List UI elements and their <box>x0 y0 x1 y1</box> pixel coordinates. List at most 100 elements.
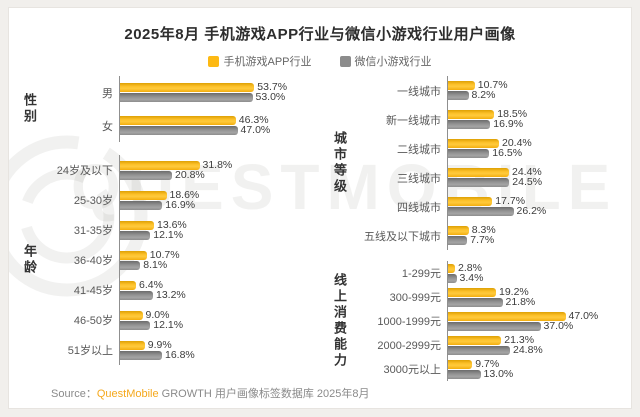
bar-app-industry <box>120 250 147 260</box>
chart-row: 男 53.7% 53.0% <box>39 76 297 109</box>
bar-line: 16.9% <box>448 118 621 131</box>
bar-minigame-industry <box>448 321 541 331</box>
value-label: 9.0% <box>145 308 170 321</box>
bar-pair: 20.4% 16.5% <box>447 134 621 163</box>
bar-line: 8.3% <box>448 225 621 235</box>
chart-row: 46-50岁 9.0% 12.1% <box>39 305 297 335</box>
bar-minigame-industry <box>448 120 491 129</box>
chart-group-online-spending: 线上消费能力 1-299元 2.8% 3.4% 300-999元 19.2% 21.8% 1… <box>329 261 621 381</box>
bar-line: 16.8% <box>120 348 297 361</box>
right-column: 城市等级 一线城市 10.7% 8.2% 新一线城市 18.5% 16.9% 二线城市 20.… <box>329 76 621 381</box>
bar-line: 24.4% <box>448 167 621 177</box>
chart-row: 36-40岁 10.7% 8.1% <box>39 245 297 275</box>
bar-minigame-industry <box>448 369 481 379</box>
chart-row: 25-30岁 18.6% 16.9% <box>39 185 297 215</box>
bar-line: 12.1% <box>120 320 297 330</box>
bar-line: 20.8% <box>120 168 297 181</box>
bar-minigame-industry <box>448 91 469 100</box>
bar-app-industry <box>120 83 255 92</box>
category-label: 一线城市 <box>397 85 441 98</box>
value-label: 16.8% <box>165 348 195 361</box>
chart-row: 1000-1999元 47.0% 37.0% <box>349 309 621 333</box>
chart-row: 四线城市 17.7% 26.2% <box>349 192 621 221</box>
value-label: 53.0% <box>255 91 286 104</box>
chart-row: 41-45岁 6.4% 13.2% <box>39 275 297 305</box>
value-label: 18.6% <box>169 188 200 201</box>
bar-pair: 9.0% 12.1% <box>119 305 297 335</box>
value-label: 16.9% <box>493 118 524 131</box>
bar-app-industry <box>448 226 469 235</box>
bar-pair: 13.6% 12.1% <box>119 215 297 245</box>
bar-pair: 18.6% 16.9% <box>119 185 297 215</box>
bar-minigame-industry <box>448 297 503 307</box>
chart-row: 女 46.3% 47.0% <box>39 109 297 142</box>
value-label: 21.8% <box>505 295 536 308</box>
report-card: 2025年8月 手机游戏APP行业与微信小游戏行业用户画像 手机游戏APP行业 … <box>8 7 632 409</box>
bar-app-industry <box>120 116 236 125</box>
bar-minigame-industry <box>120 200 163 210</box>
value-label: 20.8% <box>175 168 205 181</box>
chart-row: 24岁及以下 31.8% 20.8% <box>39 155 297 185</box>
value-label: 31.8% <box>202 158 233 171</box>
bar-pair: 46.3% 47.0% <box>119 109 297 142</box>
bar-line: 9.9% <box>120 338 297 351</box>
category-label: 五线及以下城市 <box>364 230 441 243</box>
category-label: 24岁及以下 <box>56 165 113 177</box>
value-label: 24.5% <box>512 176 543 189</box>
bar-pair: 17.7% 26.2% <box>447 192 621 221</box>
value-label: 20.4% <box>502 137 532 150</box>
chart-row: 三线城市 24.4% 24.5% <box>349 163 621 192</box>
bar-minigame-industry <box>448 149 490 158</box>
bar-pair: 9.7% 13.0% <box>447 357 621 381</box>
chart-row: 300-999元 19.2% 21.8% <box>349 285 621 309</box>
category-label: 1000-1999元 <box>377 316 441 328</box>
bar-pair: 24.4% 24.5% <box>447 163 621 192</box>
left-column: 性别 男 53.7% 53.0% 女 46.3% 47.0% 年龄 24岁及以下 31.8%… <box>19 76 297 381</box>
bar-app-industry <box>448 197 493 206</box>
source-note: Source：QuestMobile GROWTH 用户画像标签数据库 2025… <box>19 381 621 405</box>
legend: 手机游戏APP行业 微信小游戏行业 <box>19 53 621 69</box>
bar-minigame-industry <box>120 260 141 270</box>
bar-line: 10.7% <box>120 250 297 260</box>
group-label: 城市等级 <box>332 131 347 195</box>
bar-line: 9.7% <box>448 359 621 369</box>
bar-app-industry <box>448 110 495 119</box>
bar-app-industry <box>120 310 143 320</box>
legend-item-app-industry: 手机游戏APP行业 <box>208 53 312 69</box>
group-rows: 一线城市 10.7% 8.2% 新一线城市 18.5% 16.9% 二线城市 20.4% 16.… <box>349 76 621 250</box>
value-label: 8.1% <box>143 258 168 271</box>
category-label: 300-999元 <box>389 292 441 304</box>
group-rows: 1-299元 2.8% 3.4% 300-999元 19.2% 21.8% 1000-199… <box>349 261 621 381</box>
bar-line: 7.7% <box>448 235 621 245</box>
value-label: 46.3% <box>238 114 269 127</box>
bar-app-industry <box>448 359 473 369</box>
watermark-logo-icon <box>9 135 148 297</box>
chart-row: 51岁以上 9.9% 16.8% <box>39 335 297 365</box>
category-label: 51岁以上 <box>67 345 113 357</box>
source-brand: QuestMobile <box>96 388 159 400</box>
bar-line: 46.3% <box>120 114 297 127</box>
bar-minigame-industry <box>448 273 457 283</box>
bar-minigame-industry <box>120 290 153 300</box>
category-label: 男 <box>102 87 113 100</box>
bar-line: 13.6% <box>120 220 297 230</box>
bar-line: 6.4% <box>120 280 297 290</box>
bar-pair: 31.8% 20.8% <box>119 155 297 185</box>
value-label: 16.5% <box>492 147 523 160</box>
bar-line: 17.7% <box>448 196 621 206</box>
legend-label: 手机游戏APP行业 <box>223 56 312 68</box>
chart-row: 1-299元 2.8% 3.4% <box>349 261 621 285</box>
bar-line: 24.5% <box>448 176 621 189</box>
value-label: 19.2% <box>499 285 529 298</box>
bar-line: 8.2% <box>448 90 621 100</box>
chart-group-gender: 性别 男 53.7% 53.0% 女 46.3% 47.0% <box>19 76 297 142</box>
value-label: 9.9% <box>147 338 172 351</box>
bar-pair: 9.9% 16.8% <box>119 335 297 365</box>
bar-pair: 6.4% 13.2% <box>119 275 297 305</box>
category-label: 25-30岁 <box>73 195 113 207</box>
bar-app-industry <box>120 190 167 200</box>
bar-app-industry <box>448 263 455 273</box>
chart-group-city-tier: 城市等级 一线城市 10.7% 8.2% 新一线城市 18.5% 16.9% 二线城市 20.… <box>329 76 621 250</box>
bar-minigame-industry <box>120 350 162 360</box>
bar-line: 9.0% <box>120 308 297 321</box>
